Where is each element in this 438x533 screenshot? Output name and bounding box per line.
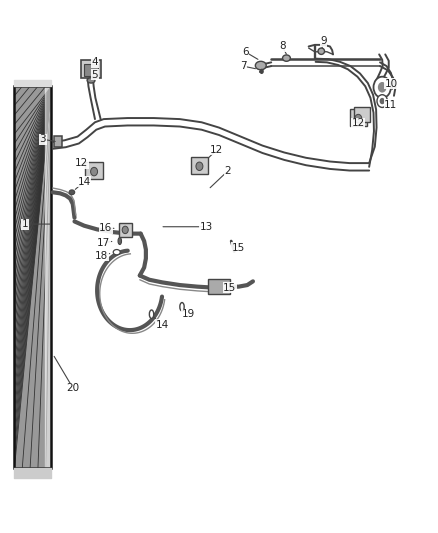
FancyBboxPatch shape — [84, 64, 98, 76]
Text: 15: 15 — [232, 243, 245, 253]
Ellipse shape — [255, 61, 266, 70]
Text: 13: 13 — [199, 222, 212, 232]
Circle shape — [378, 82, 387, 93]
Text: 11: 11 — [384, 100, 398, 110]
Ellipse shape — [87, 78, 95, 83]
FancyBboxPatch shape — [85, 162, 103, 179]
Text: 12: 12 — [210, 145, 223, 155]
Ellipse shape — [69, 190, 75, 195]
Ellipse shape — [318, 48, 325, 54]
Bar — [14, 86, 51, 468]
Text: 12: 12 — [352, 118, 365, 128]
Circle shape — [122, 226, 128, 233]
Text: 10: 10 — [385, 78, 397, 88]
Circle shape — [91, 167, 98, 176]
Circle shape — [374, 77, 391, 98]
Text: 14: 14 — [156, 320, 169, 330]
FancyBboxPatch shape — [119, 223, 131, 237]
Text: 4: 4 — [92, 58, 98, 67]
FancyBboxPatch shape — [350, 109, 367, 126]
Circle shape — [355, 114, 362, 123]
Text: 20: 20 — [67, 383, 80, 393]
Text: 15: 15 — [223, 282, 237, 293]
Text: 9: 9 — [320, 36, 327, 46]
FancyBboxPatch shape — [208, 279, 230, 294]
Ellipse shape — [283, 55, 290, 61]
Text: 5: 5 — [92, 70, 98, 79]
Text: 2: 2 — [224, 166, 231, 176]
Text: 7: 7 — [240, 61, 246, 71]
Text: 16: 16 — [99, 223, 113, 233]
Ellipse shape — [180, 303, 184, 311]
Text: 6: 6 — [242, 47, 248, 56]
Text: 14: 14 — [78, 176, 91, 187]
Circle shape — [259, 69, 264, 74]
Text: 1: 1 — [22, 219, 28, 229]
Text: 3: 3 — [39, 134, 46, 144]
Text: 8: 8 — [279, 42, 286, 52]
Text: 18: 18 — [95, 251, 108, 261]
Text: 12: 12 — [75, 158, 88, 168]
Ellipse shape — [113, 249, 120, 255]
Circle shape — [380, 98, 385, 104]
Circle shape — [377, 95, 388, 108]
Ellipse shape — [118, 238, 121, 245]
Circle shape — [196, 162, 203, 171]
Bar — [14, 86, 51, 468]
Text: 17: 17 — [97, 238, 110, 248]
FancyBboxPatch shape — [191, 157, 208, 174]
Text: 19: 19 — [182, 309, 195, 319]
FancyBboxPatch shape — [53, 136, 62, 147]
Ellipse shape — [149, 310, 154, 318]
FancyBboxPatch shape — [354, 107, 370, 122]
FancyBboxPatch shape — [81, 60, 102, 78]
